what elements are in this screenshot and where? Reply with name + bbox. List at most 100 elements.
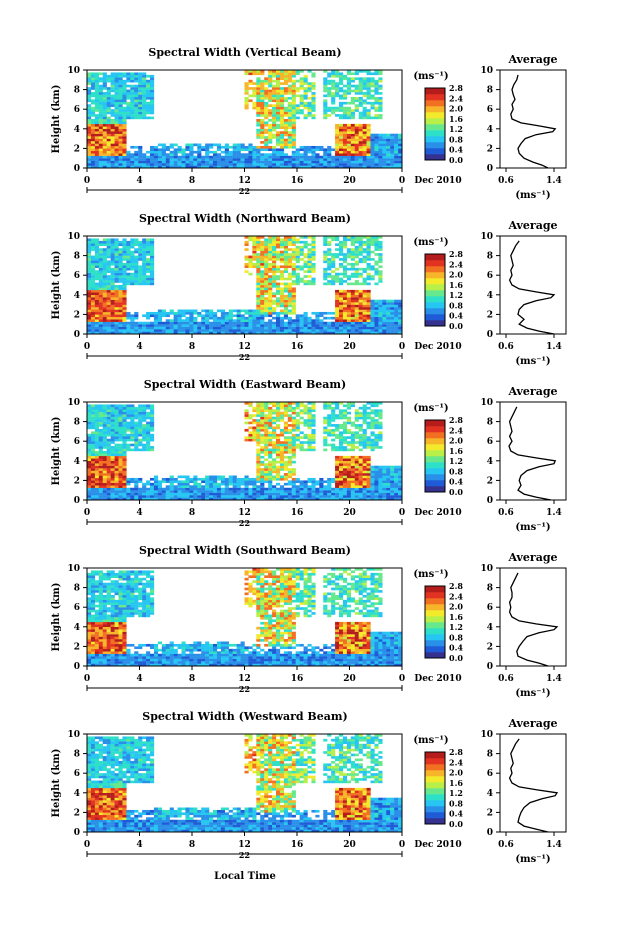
heatmap-cell xyxy=(315,163,320,166)
heatmap-cell xyxy=(110,463,115,466)
heatmap-cell xyxy=(374,282,379,286)
heatmap-cell xyxy=(354,155,359,159)
heatmap-cell xyxy=(142,253,147,256)
heatmap-cell xyxy=(386,150,391,154)
heatmap-cell xyxy=(252,431,257,435)
heatmap-cell xyxy=(311,265,316,269)
heatmap-cell xyxy=(374,240,379,244)
heatmap-cell xyxy=(390,160,395,164)
heatmap-cell xyxy=(323,163,328,166)
heatmap-cell xyxy=(197,329,202,332)
heatmap-cell xyxy=(354,104,359,107)
heatmap-cell xyxy=(339,277,344,281)
heatmap-cell xyxy=(94,438,100,442)
heatmap-cell xyxy=(291,121,296,125)
heatmap-cell xyxy=(165,311,170,315)
heatmap-cell xyxy=(118,153,123,156)
heatmap-cell xyxy=(106,470,111,474)
heatmap-cell xyxy=(122,438,127,442)
heatmap-cell xyxy=(110,446,115,449)
heatmap-cell xyxy=(98,275,103,278)
heatmap-cell xyxy=(102,243,107,246)
heatmap-cell xyxy=(311,145,316,149)
heatmap-cell xyxy=(394,133,399,137)
heatmap-cell xyxy=(272,96,277,100)
heatmap-cell xyxy=(236,155,241,159)
heatmap-cell xyxy=(307,253,312,256)
heatmap-cell xyxy=(295,419,300,422)
heatmap-cell xyxy=(272,165,277,169)
heatmap-cell xyxy=(248,433,253,437)
heatmap-cell xyxy=(291,87,296,90)
average-line xyxy=(510,74,557,169)
heatmap-cell xyxy=(122,282,127,286)
heatmap-cell xyxy=(87,253,92,256)
heatmap-cell xyxy=(339,258,344,261)
heatmap-cell xyxy=(311,433,316,437)
heatmap-cell xyxy=(335,72,340,76)
heatmap-cell xyxy=(102,77,107,80)
heatmap-cell xyxy=(272,463,277,466)
heatmap-cell xyxy=(311,416,316,420)
heatmap-cell xyxy=(362,319,367,322)
heatmap-cell xyxy=(260,448,265,452)
heatmap-cell xyxy=(283,331,289,335)
heatmap-cell xyxy=(272,133,277,137)
heatmap-cell xyxy=(98,260,103,264)
heatmap-cell xyxy=(114,307,119,310)
heatmap-cell xyxy=(173,329,178,332)
heatmap-cell xyxy=(110,126,115,129)
heatmap-cell xyxy=(354,158,359,161)
heatmap-cell xyxy=(339,319,344,322)
heatmap-cell xyxy=(382,136,387,139)
heatmap-cell xyxy=(307,70,312,73)
heatmap-cell xyxy=(106,275,111,278)
heatmap-cell xyxy=(311,497,316,501)
heatmap-cell xyxy=(118,258,123,261)
heatmap-cell xyxy=(189,331,194,335)
heatmap-cell xyxy=(130,267,135,271)
heatmap-cell xyxy=(362,307,367,310)
heatmap-cell xyxy=(134,446,139,449)
heatmap-cell xyxy=(150,82,155,85)
heatmap-cell xyxy=(126,163,131,166)
heatmap-cell xyxy=(110,414,115,417)
heatmap-cell xyxy=(350,238,355,242)
heatmap-cell xyxy=(248,477,253,481)
heatmap-cell xyxy=(114,311,119,315)
heatmap-cell xyxy=(287,299,292,303)
heatmap-cell xyxy=(394,163,399,166)
heatmap-cell xyxy=(87,72,92,76)
heatmap-cell xyxy=(126,280,131,283)
heatmap-cell xyxy=(102,277,107,281)
heatmap-cell xyxy=(346,136,352,139)
heatmap-cell xyxy=(374,248,379,251)
heatmap-cell xyxy=(94,482,100,486)
heatmap-cell xyxy=(268,74,273,78)
heatmap-cell xyxy=(264,248,269,251)
heatmap-cell xyxy=(276,143,281,147)
heatmap-cell xyxy=(350,282,355,286)
heatmap-cell xyxy=(142,260,147,264)
heatmap-cell xyxy=(102,94,107,98)
heatmap-cell xyxy=(157,158,163,161)
heatmap-cell xyxy=(323,326,328,330)
heatmap-cell xyxy=(299,324,304,327)
heatmap-cell xyxy=(90,148,96,152)
heatmap-cell xyxy=(339,324,344,327)
heatmap-cell xyxy=(291,402,296,405)
heatmap-cell xyxy=(366,123,371,127)
heatmap-cell xyxy=(374,70,379,73)
heatmap-cell xyxy=(272,145,277,149)
heatmap-cell xyxy=(138,82,143,85)
heatmap-cell xyxy=(299,480,304,484)
heatmap-cell xyxy=(118,99,123,103)
heatmap-cell xyxy=(264,138,269,142)
y-tick-label: 2 xyxy=(74,310,80,320)
heatmap-cell xyxy=(342,160,348,164)
heatmap-cell xyxy=(295,490,300,493)
heatmap-cell xyxy=(276,314,281,318)
heatmap-cell xyxy=(118,248,123,251)
heatmap-cell xyxy=(138,243,143,246)
heatmap-cell xyxy=(169,487,174,491)
